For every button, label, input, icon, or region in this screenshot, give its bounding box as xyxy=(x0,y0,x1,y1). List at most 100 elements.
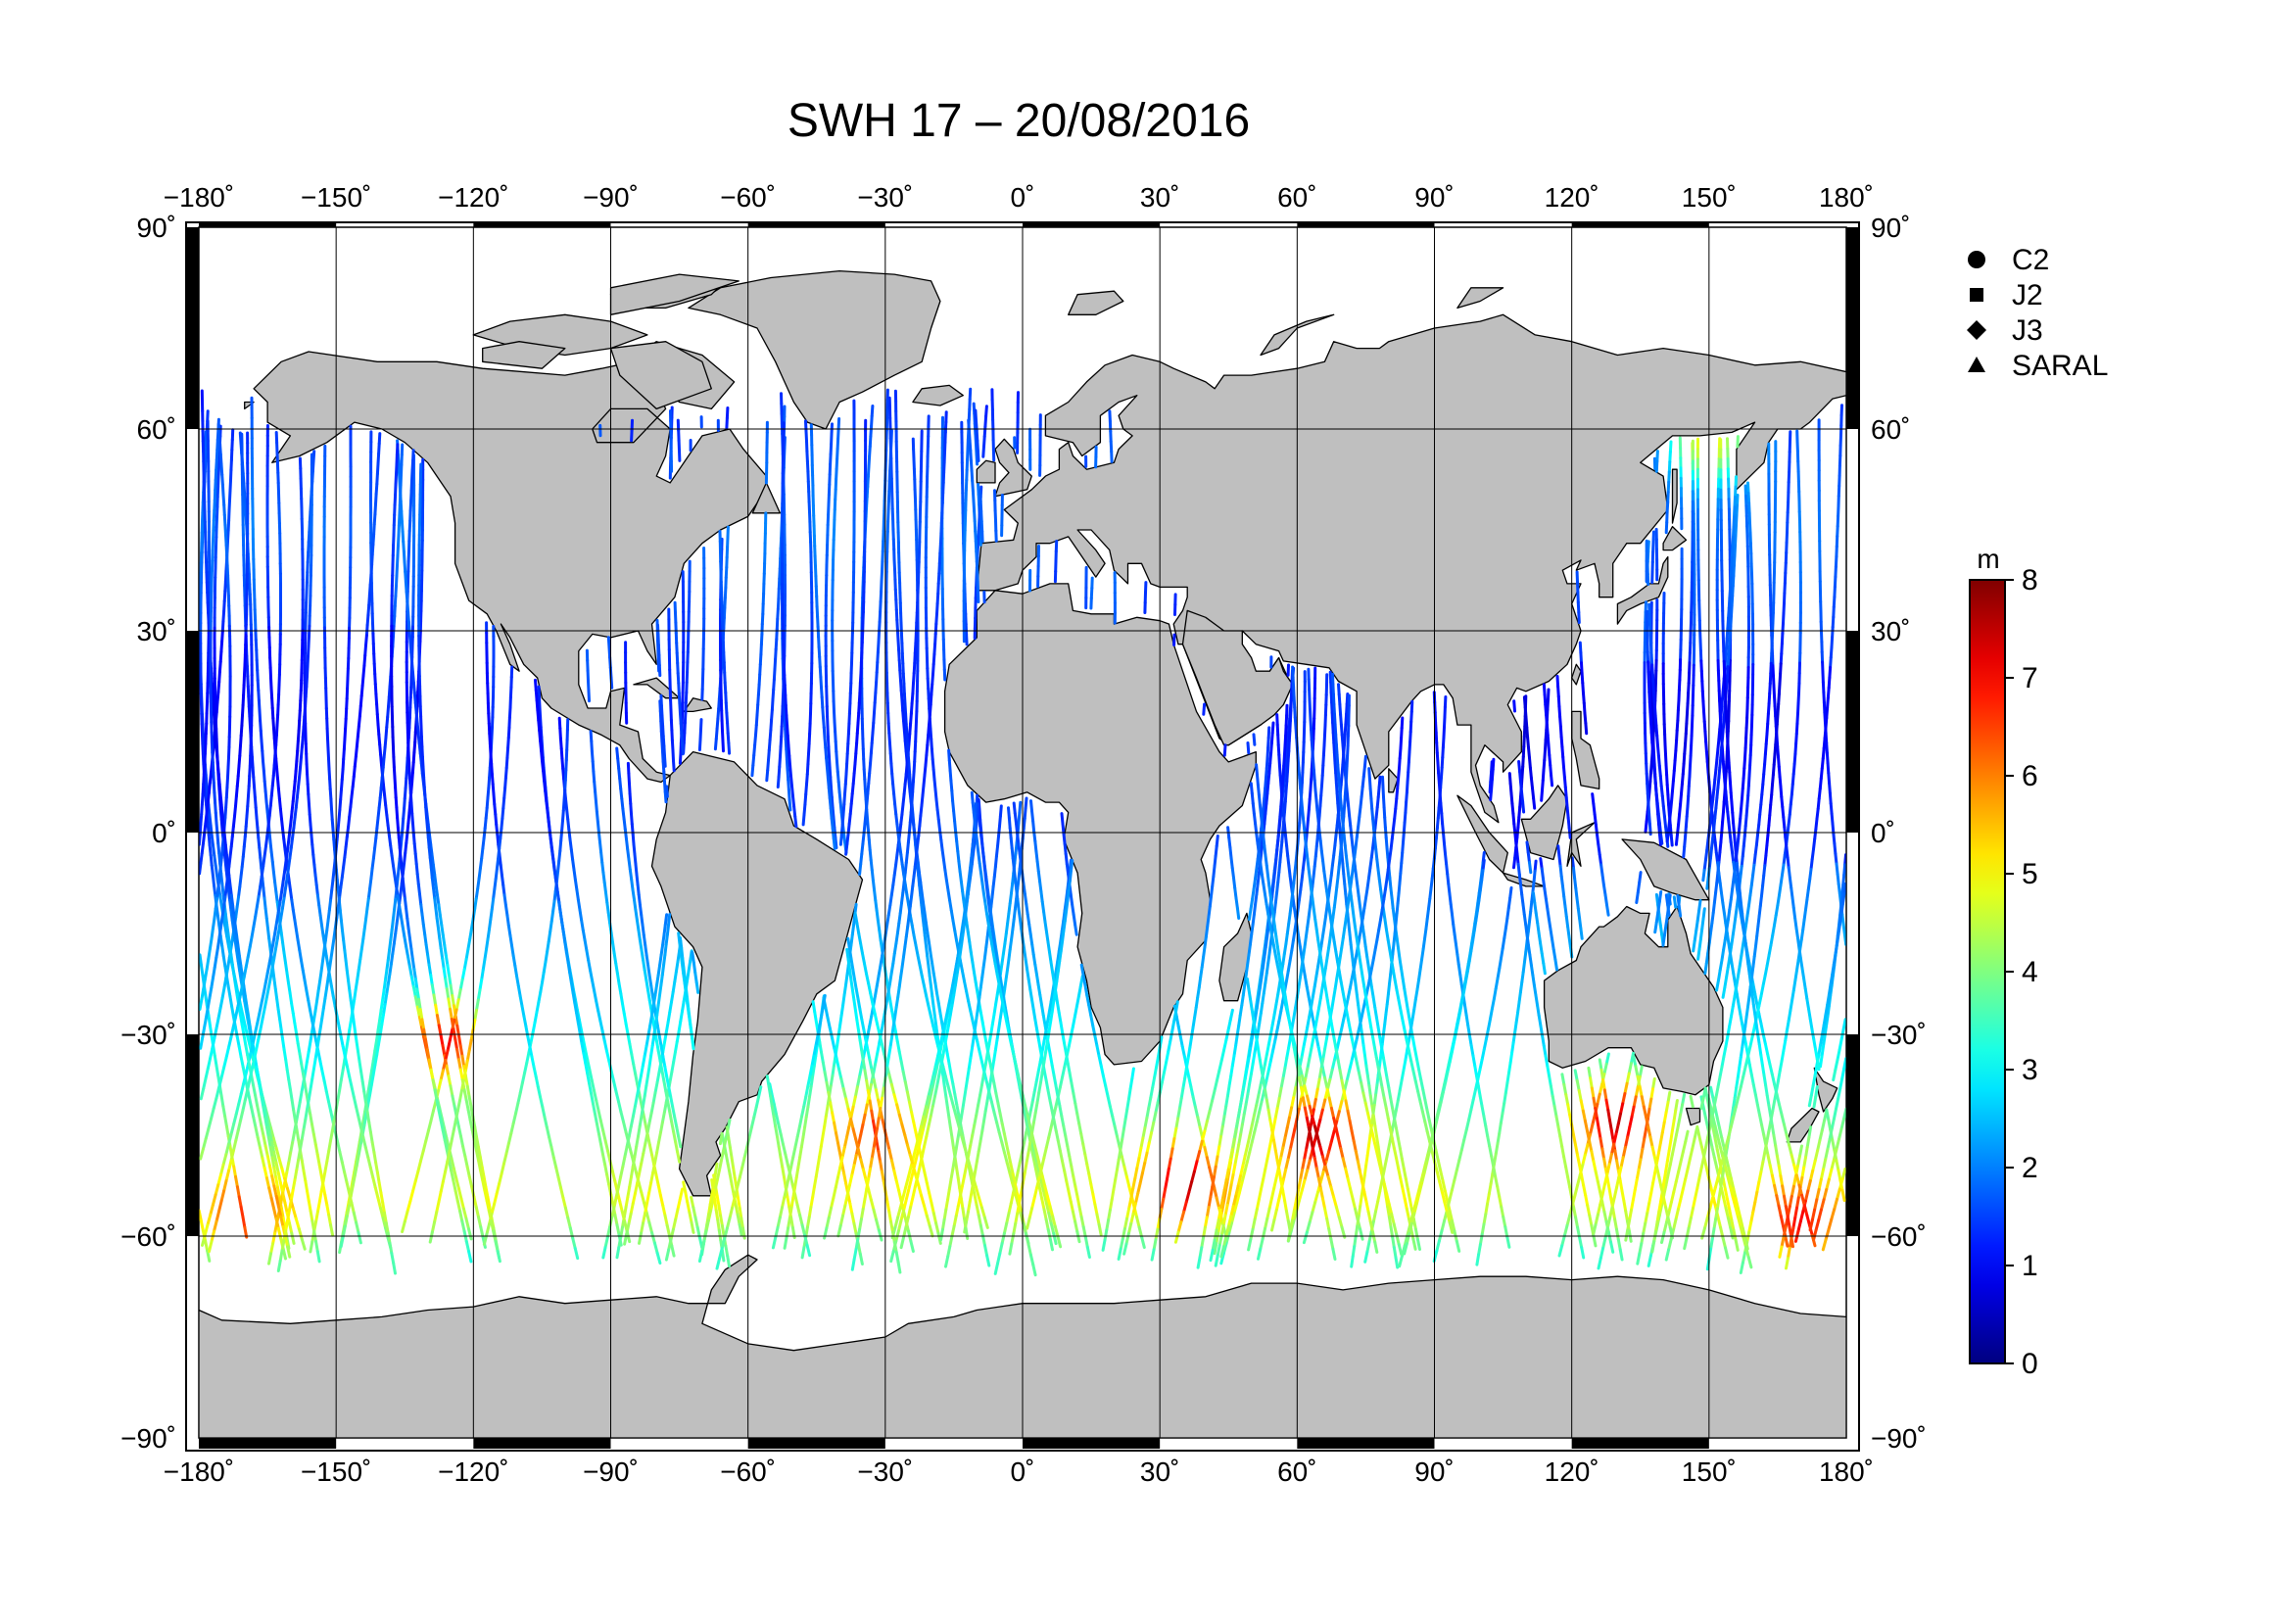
track-segment xyxy=(1707,762,1708,772)
track-segment xyxy=(320,1061,322,1071)
track-segment xyxy=(406,833,407,842)
track-segment xyxy=(1672,1145,1674,1155)
track-segment xyxy=(782,727,783,737)
track-segment xyxy=(1024,819,1025,829)
track-segment xyxy=(256,640,257,649)
track-segment xyxy=(589,691,590,700)
track-segment xyxy=(1742,1253,1744,1263)
track-segment xyxy=(673,750,674,760)
track-segment xyxy=(946,1097,948,1107)
track-segment xyxy=(985,1246,987,1256)
track-segment xyxy=(767,771,768,781)
track-segment xyxy=(1050,1240,1052,1250)
track-segment xyxy=(1788,1248,1790,1258)
track-segment xyxy=(640,1233,642,1243)
track-segment xyxy=(300,1092,302,1102)
track-segment xyxy=(1812,849,1813,859)
track-segment xyxy=(1545,750,1546,760)
track-segment xyxy=(951,911,953,921)
track-segment xyxy=(1294,1087,1296,1097)
track-segment xyxy=(903,711,904,721)
track-segment xyxy=(1547,715,1548,725)
track-segment xyxy=(901,691,902,700)
track-segment xyxy=(831,777,832,787)
track-segment xyxy=(436,884,437,894)
track-segment xyxy=(1496,1144,1498,1154)
track-segment xyxy=(975,1195,977,1205)
track-segment xyxy=(1714,892,1715,902)
track-segment xyxy=(940,830,941,839)
track-segment xyxy=(213,876,214,885)
track-segment xyxy=(935,983,937,993)
track-segment xyxy=(1822,1046,1824,1056)
track-segment xyxy=(934,780,935,789)
track-segment xyxy=(283,942,284,952)
track-segment xyxy=(269,832,270,841)
track-segment xyxy=(297,931,299,940)
track-segment xyxy=(1814,839,1815,849)
track-segment xyxy=(1000,1010,1002,1020)
track-segment xyxy=(1304,967,1306,977)
track-segment xyxy=(1438,808,1439,818)
track-segment xyxy=(931,953,932,963)
track-segment xyxy=(221,1096,223,1106)
track-segment xyxy=(681,1012,683,1022)
track-segment xyxy=(1715,842,1716,852)
track-segment xyxy=(945,870,947,880)
track-segment xyxy=(1689,787,1690,796)
track-segment xyxy=(1426,919,1427,929)
track-segment xyxy=(272,862,273,872)
track-segment xyxy=(683,958,684,968)
track-segment xyxy=(312,1021,314,1030)
track-segment xyxy=(689,1009,690,1019)
track-segment xyxy=(830,767,831,777)
track-segment xyxy=(955,1094,957,1104)
track-segment xyxy=(1750,523,1751,533)
track-segment xyxy=(347,1040,349,1050)
track-segment xyxy=(1723,812,1724,822)
track-segment xyxy=(904,693,905,703)
track-segment xyxy=(1753,1202,1755,1212)
track-segment xyxy=(1835,577,1836,587)
track-segment xyxy=(202,794,203,804)
track-segment xyxy=(1651,645,1652,654)
track-segment xyxy=(1651,655,1652,665)
track-segment xyxy=(701,720,702,730)
track-segment xyxy=(1838,884,1839,894)
track-segment xyxy=(967,1212,969,1221)
track-segment xyxy=(1652,675,1653,685)
track-segment xyxy=(1564,896,1565,906)
track-segment xyxy=(212,836,213,845)
track-segment xyxy=(1414,1000,1416,1010)
track-segment xyxy=(1353,1247,1355,1257)
track-segment xyxy=(434,995,436,1005)
track-segment xyxy=(1637,892,1639,902)
track-segment xyxy=(1608,1110,1610,1120)
track-segment xyxy=(970,942,972,952)
track-segment xyxy=(926,923,928,932)
track-segment xyxy=(653,1093,655,1103)
track-segment xyxy=(1407,999,1408,1009)
track-segment xyxy=(1330,912,1332,922)
track-segment xyxy=(1691,746,1692,756)
track-segment xyxy=(401,884,402,893)
track-segment xyxy=(405,788,406,798)
track-segment xyxy=(235,1027,237,1036)
track-segment xyxy=(316,1241,318,1251)
track-segment xyxy=(1834,607,1835,617)
track-segment xyxy=(674,1052,676,1062)
track-segment xyxy=(895,1031,897,1041)
track-segment xyxy=(932,996,933,1006)
track-segment xyxy=(1820,779,1821,788)
track-segment xyxy=(1773,1101,1775,1111)
track-segment xyxy=(249,706,250,716)
track-segment xyxy=(1598,1119,1599,1128)
track-segment xyxy=(950,1127,952,1137)
track-segment xyxy=(215,866,216,876)
track-segment xyxy=(631,804,632,814)
track-segment xyxy=(302,960,304,970)
track-segment xyxy=(657,1142,659,1152)
track-segment xyxy=(263,888,264,898)
track-segment xyxy=(981,511,982,521)
